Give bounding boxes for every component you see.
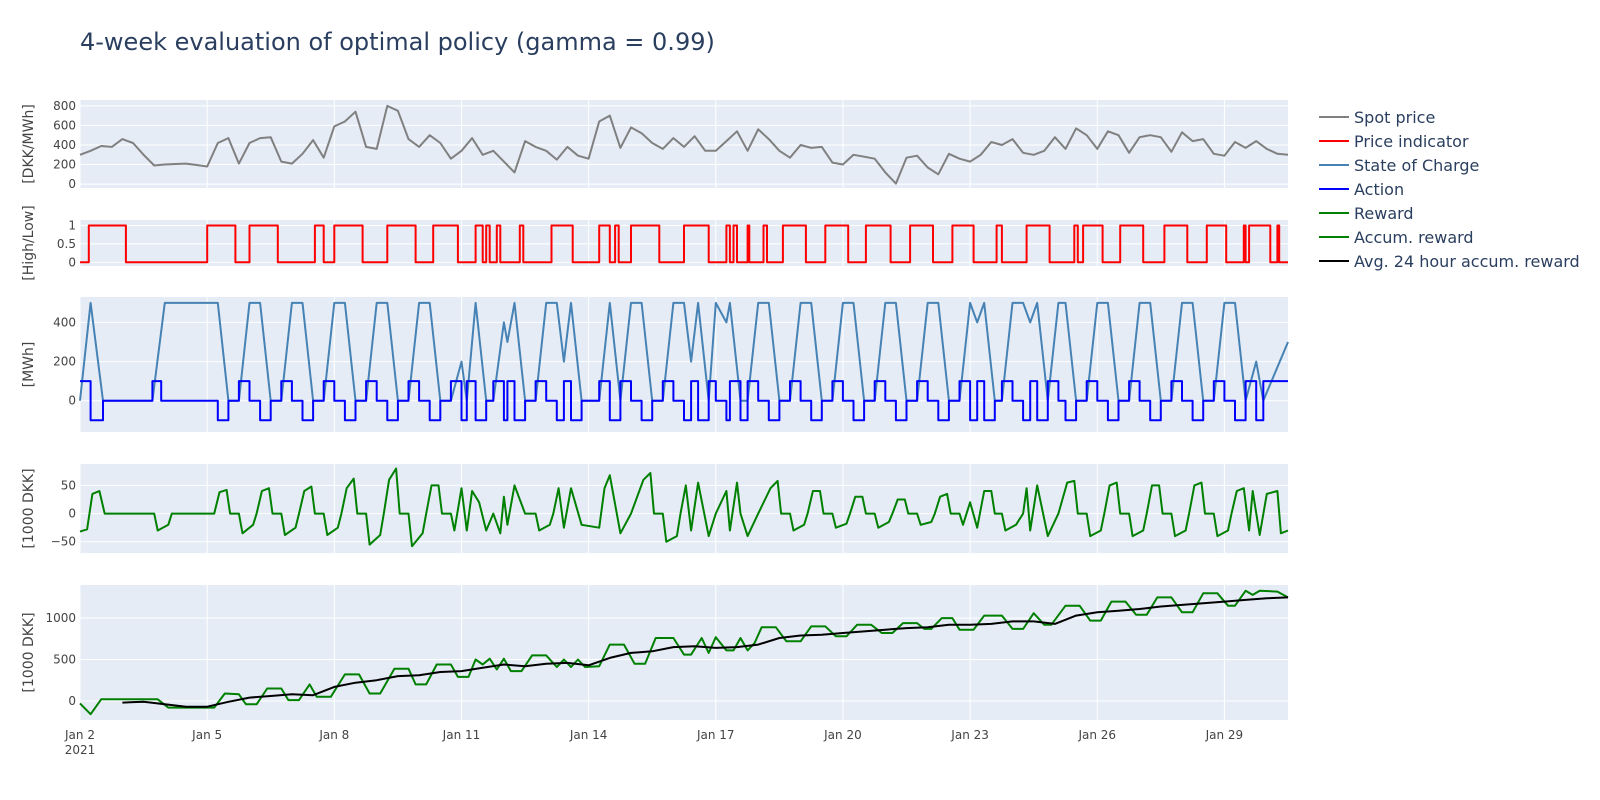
legend-label: Action bbox=[1354, 180, 1404, 199]
x-tick-label: Jan 23 bbox=[950, 728, 989, 742]
x-tick-label: Jan 26 bbox=[1077, 728, 1116, 742]
y-axis-label: [1000 DKK] bbox=[21, 468, 37, 548]
spot-price-line bbox=[79, 104, 1289, 185]
y-tick-label: 0 bbox=[68, 507, 76, 521]
x-tick-label: Jan 17 bbox=[696, 728, 735, 742]
plot-background bbox=[80, 100, 1288, 188]
x-tick-label: Jan 2 bbox=[64, 728, 95, 742]
price-indicator-line bbox=[80, 224, 1288, 264]
x-tick-label: Jan 8 bbox=[318, 728, 349, 742]
x-tick-label: Jan 29 bbox=[1205, 728, 1244, 742]
y-axis-label: [DKK/MWh] bbox=[21, 104, 37, 184]
legend-label: Reward bbox=[1354, 204, 1414, 223]
y-tick-label: 500 bbox=[53, 653, 76, 667]
x-tick-sublabel: 2021 bbox=[65, 743, 96, 757]
y-tick-label: 800 bbox=[53, 99, 76, 113]
subplot-2: 0 0.5 1 [High/Low] bbox=[21, 205, 1288, 281]
reward-line bbox=[79, 467, 1289, 548]
y-tick-label: 0 bbox=[68, 694, 76, 708]
legend-item[interactable]: Accum. reward bbox=[1319, 228, 1474, 247]
subplot-panels: 0 200 400 600 800 [DKK/MWh] 0 0.5 1 [High/Low] 0 20… bbox=[21, 99, 1289, 720]
legend-label: State of Charge bbox=[1354, 156, 1479, 175]
y-tick-label: −50 bbox=[51, 535, 76, 549]
action-line bbox=[80, 380, 1288, 422]
x-tick-label: Jan 5 bbox=[191, 728, 222, 742]
x-tick-label: Jan 11 bbox=[442, 728, 481, 742]
legend-item[interactable]: State of Charge bbox=[1319, 156, 1479, 175]
x-tick-label: Jan 20 bbox=[823, 728, 862, 742]
y-tick-label: 0.5 bbox=[57, 237, 76, 251]
y-tick-label: 0 bbox=[68, 255, 76, 269]
legend-item[interactable]: Action bbox=[1319, 180, 1404, 199]
subplot-5: 0 500 1000 [1000 DKK] bbox=[21, 585, 1289, 720]
y-tick-label: 0 bbox=[68, 177, 76, 191]
y-axis-label: [High/Low] bbox=[21, 205, 37, 280]
subplot-4: −50 0 50 [1000 DKK] bbox=[21, 464, 1289, 553]
legend-label: Accum. reward bbox=[1354, 228, 1474, 247]
accum-reward-line bbox=[79, 589, 1289, 716]
legend-item[interactable]: Spot price bbox=[1319, 108, 1435, 127]
legend[interactable]: Spot price Price indicator State of Charge… bbox=[1319, 108, 1580, 271]
y-axis-label: [1000 DKK] bbox=[21, 612, 37, 692]
legend-label: Price indicator bbox=[1354, 132, 1469, 151]
plot-background bbox=[80, 585, 1288, 720]
legend-item[interactable]: Price indicator bbox=[1319, 132, 1469, 151]
y-axis-label: [MWh] bbox=[21, 342, 37, 388]
legend-label: Avg. 24 hour accum. reward bbox=[1354, 252, 1580, 271]
y-tick-label: 400 bbox=[53, 315, 76, 329]
legend-label: Spot price bbox=[1354, 108, 1435, 127]
plot-background bbox=[80, 464, 1288, 553]
subplot-1: 0 200 400 600 800 [DKK/MWh] bbox=[21, 99, 1289, 191]
y-tick-label: 1 bbox=[68, 219, 76, 233]
subplot-3: 0 200 400 [MWh] bbox=[21, 297, 1289, 432]
y-tick-label: 600 bbox=[53, 118, 76, 132]
legend-item[interactable]: Reward bbox=[1319, 204, 1414, 223]
y-tick-label: 200 bbox=[53, 355, 76, 369]
y-tick-label: 50 bbox=[61, 478, 76, 492]
x-tick-label: Jan 14 bbox=[569, 728, 608, 742]
y-tick-label: 1000 bbox=[45, 611, 76, 625]
avg-24-hour-accum-reward-line bbox=[122, 596, 1289, 708]
chart-title: 4-week evaluation of optimal policy (gam… bbox=[80, 28, 715, 56]
y-tick-label: 0 bbox=[68, 394, 76, 408]
y-tick-label: 400 bbox=[53, 138, 76, 152]
legend-item[interactable]: Avg. 24 hour accum. reward bbox=[1319, 252, 1580, 271]
y-tick-label: 200 bbox=[53, 158, 76, 172]
